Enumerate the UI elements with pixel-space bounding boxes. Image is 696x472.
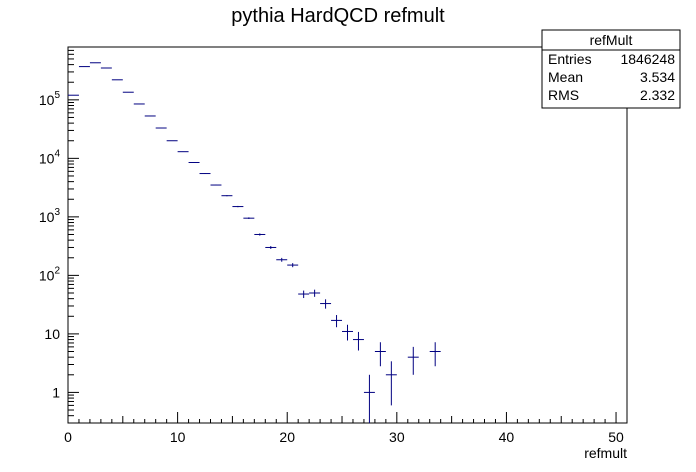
data-point	[407, 346, 419, 375]
data-point	[243, 217, 255, 220]
stats-label: RMS	[548, 87, 579, 103]
x-tick-label: 20	[279, 429, 295, 445]
data-point	[210, 184, 222, 186]
data-point	[352, 331, 364, 351]
data-point	[232, 205, 244, 208]
plot-frame	[67, 46, 628, 424]
chart-title: pythia HardQCD refmult	[231, 5, 445, 27]
data-point	[188, 161, 200, 163]
data-point	[320, 299, 332, 309]
data-point	[221, 195, 233, 197]
data-point	[199, 173, 211, 175]
data-point	[374, 342, 386, 367]
data-point	[298, 290, 310, 299]
x-tick-label: 10	[170, 429, 186, 445]
x-tick-label: 40	[499, 429, 515, 445]
stats-title: refMult	[590, 32, 633, 48]
data-point	[342, 324, 353, 341]
data-point	[331, 315, 343, 328]
data-points	[68, 62, 441, 423]
data-point	[385, 361, 397, 406]
data-point	[254, 233, 266, 236]
stats-value: 1846248	[620, 51, 675, 67]
y-tick-label: 103	[39, 207, 61, 225]
data-point	[276, 257, 288, 262]
y-tick-label: 1	[52, 384, 60, 400]
stats-value: 3.534	[640, 69, 675, 85]
x-axis: 0 10 20 30 40 50	[64, 412, 624, 445]
data-point	[309, 289, 321, 297]
data-point	[363, 374, 375, 423]
x-tick-label: 0	[64, 429, 72, 445]
x-tick-label: 30	[389, 429, 405, 445]
data-point	[429, 342, 441, 367]
stats-box: refMult Entries 1846248 Mean 3.534 RMS 2.332	[541, 29, 681, 109]
y-axis: 1 10 102 103 104 105	[39, 46, 79, 424]
y-tick-label: 10	[44, 326, 60, 342]
stats-value: 2.332	[640, 87, 675, 103]
data-point	[265, 246, 277, 249]
y-tick-label: 102	[39, 265, 61, 283]
stats-label: Mean	[548, 69, 583, 85]
stats-label: Entries	[548, 51, 592, 67]
data-point	[287, 263, 299, 268]
x-axis-label: refmult	[584, 445, 627, 461]
y-tick-label: 104	[39, 148, 61, 166]
y-tick-label: 105	[39, 90, 61, 108]
stats-box-frame	[541, 29, 681, 109]
x-tick-label: 50	[608, 429, 624, 445]
